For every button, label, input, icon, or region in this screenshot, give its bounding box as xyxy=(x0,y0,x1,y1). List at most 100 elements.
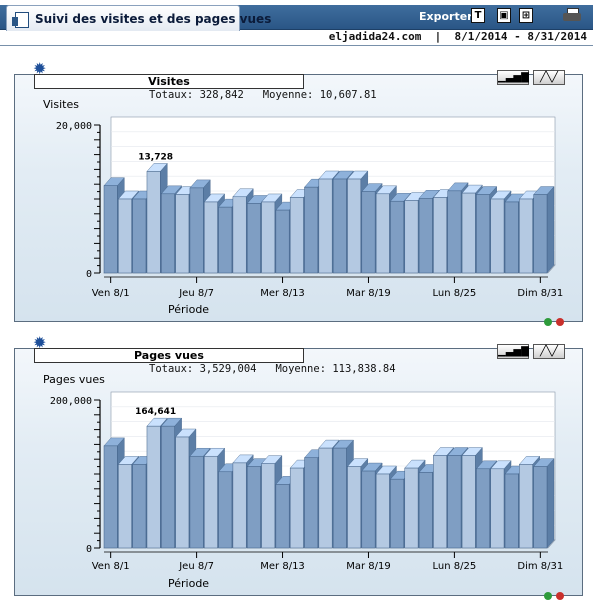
site-name: eljadida24.com xyxy=(328,30,422,43)
panel-burst-icon: ✹ xyxy=(33,333,47,352)
pages-vues-ytick-label-max: 200,000 xyxy=(50,396,92,407)
pages-vues-peak-label: 164,641 xyxy=(135,407,176,417)
pages-vues-xtick-label: Dim 8/31 xyxy=(517,561,563,572)
pages-vues-bar xyxy=(304,457,319,549)
status-red-icon xyxy=(556,592,564,600)
visites-totals-line: Totaux: 328,842 Moyenne: 10,607.81 xyxy=(149,89,377,101)
visites-xtick-label: Ven 8/1 xyxy=(92,288,130,299)
pages-vues-bar xyxy=(361,470,376,549)
visites-ytick-label-max: 20,000 xyxy=(56,121,92,132)
date-range: 8/1/2014 - 8/31/2014 xyxy=(454,30,587,43)
pages-vues-totals-line: Totaux: 3,529,004 Moyenne: 113,838.84 xyxy=(149,363,396,375)
export-text-icon[interactable]: T xyxy=(471,8,485,23)
pages-vues-bar xyxy=(404,467,419,549)
pages-vues-totals: Totaux: 3,529,004 xyxy=(149,363,257,375)
visites-bar xyxy=(246,203,261,274)
pages-vues-bar xyxy=(132,464,147,549)
visites-bar xyxy=(347,178,362,274)
panel-burst-icon: ✹ xyxy=(33,59,47,78)
pages-vues-xtick-label: Jeu 8/7 xyxy=(178,561,214,572)
pages-vues-x-axis-label: Période xyxy=(168,577,209,590)
visites-bar xyxy=(189,187,204,274)
pages-vues-bar xyxy=(461,455,476,549)
pages-vues-bar xyxy=(161,425,175,549)
visites-bar xyxy=(390,200,405,274)
visites-bar xyxy=(461,192,476,274)
pages-vues-bar xyxy=(289,467,304,549)
pages-vues-xtick-label: Mar 8/19 xyxy=(346,561,391,572)
pages-vues-chart-title: Pages vues xyxy=(34,348,304,363)
visites-bar xyxy=(504,201,519,274)
line-chart-toggle-icon[interactable]: ╱╲╱ xyxy=(533,344,565,359)
pages-vues-ytick-label-zero: 0 xyxy=(86,544,92,555)
visites-bar xyxy=(175,194,190,274)
status-green-icon xyxy=(544,592,552,600)
pages-vues-xtick-label: Mer 8/13 xyxy=(260,561,305,572)
visites-bar xyxy=(304,186,319,274)
pages-vues-bar xyxy=(246,466,261,549)
export-excel-icon[interactable]: ⊞ xyxy=(519,8,533,23)
pages-vues-bar xyxy=(347,466,362,549)
pages-vues-bar xyxy=(275,484,290,549)
status-red-icon xyxy=(556,318,564,326)
status-green-icon xyxy=(544,318,552,326)
visites-xtick-label: Lun 8/25 xyxy=(433,288,477,299)
visites-bar xyxy=(404,200,419,274)
visites-bar xyxy=(476,194,490,274)
visites-chart-title: Visites xyxy=(34,74,304,89)
visites-average: Moyenne: 10,607.81 xyxy=(262,89,377,101)
pages-vues-bar xyxy=(332,447,347,549)
visites-y-axis-label: Visites xyxy=(43,98,79,111)
visites-peak-label: 13,728 xyxy=(138,152,173,162)
pages-vues-bar xyxy=(218,471,233,549)
pages-vues-bar xyxy=(504,473,519,549)
pages-vues-bar xyxy=(118,464,132,549)
print-icon[interactable] xyxy=(563,8,581,23)
pages-vues-average: Moyenne: 113,838.84 xyxy=(275,363,396,375)
visites-totals: Totaux: 328,842 xyxy=(149,89,244,101)
export-image-icon[interactable]: ▣ xyxy=(497,8,511,23)
pages-vues-bar xyxy=(146,425,161,549)
header-divider xyxy=(0,45,593,46)
visites-bar xyxy=(447,190,462,274)
pages-vues-bar xyxy=(490,468,505,549)
visites-bar xyxy=(204,201,218,274)
visites-bar xyxy=(490,198,505,274)
pages-vues-xtick-label: Lun 8/25 xyxy=(433,561,477,572)
visites-bar xyxy=(318,178,333,274)
visites-bar xyxy=(218,206,233,274)
pages-vues-bar xyxy=(175,436,190,549)
pages-vues-bar xyxy=(433,455,447,549)
visites-bar xyxy=(132,198,147,274)
visites-bar xyxy=(161,193,175,274)
pages-vues-bar xyxy=(447,455,462,549)
visites-bar xyxy=(519,198,533,274)
pages-vues-bar xyxy=(189,455,204,549)
visites-xtick-label: Mer 8/13 xyxy=(260,288,305,299)
visites-xtick-label: Jeu 8/7 xyxy=(178,288,214,299)
bar-chart-toggle-icon[interactable]: ▁▃▅▇ xyxy=(497,70,529,85)
report-icon xyxy=(12,12,29,28)
visites-bar xyxy=(289,197,304,274)
line-chart-toggle-icon[interactable]: ╱╲╱ xyxy=(533,70,565,85)
report-title: Suivi des visites et des pages vues xyxy=(35,12,272,26)
visites-x-axis-label: Période xyxy=(168,303,209,316)
pages-vues-bar xyxy=(390,478,405,549)
site-period-line: eljadida24.com | 8/1/2014 - 8/31/2014 xyxy=(328,30,587,43)
pages-vues-bar xyxy=(418,472,433,549)
pages-vues-xtick-label: Ven 8/1 xyxy=(92,561,130,572)
visites-bar xyxy=(261,201,276,274)
visites-bar xyxy=(533,194,548,274)
visites-xtick-label: Dim 8/31 xyxy=(517,288,563,299)
visites-xtick-label: Mar 8/19 xyxy=(346,288,391,299)
pages-vues-bar xyxy=(519,464,533,549)
bar-chart-toggle-icon[interactable]: ▁▃▅▇ xyxy=(497,344,529,359)
visites-bar xyxy=(275,209,290,274)
pages-vues-bar xyxy=(533,466,548,549)
visites-bar xyxy=(232,196,247,274)
visites-bar xyxy=(103,185,118,274)
visites-bar-side xyxy=(546,186,555,274)
pages-vues-bar xyxy=(318,447,333,549)
visites-bar xyxy=(375,193,390,274)
